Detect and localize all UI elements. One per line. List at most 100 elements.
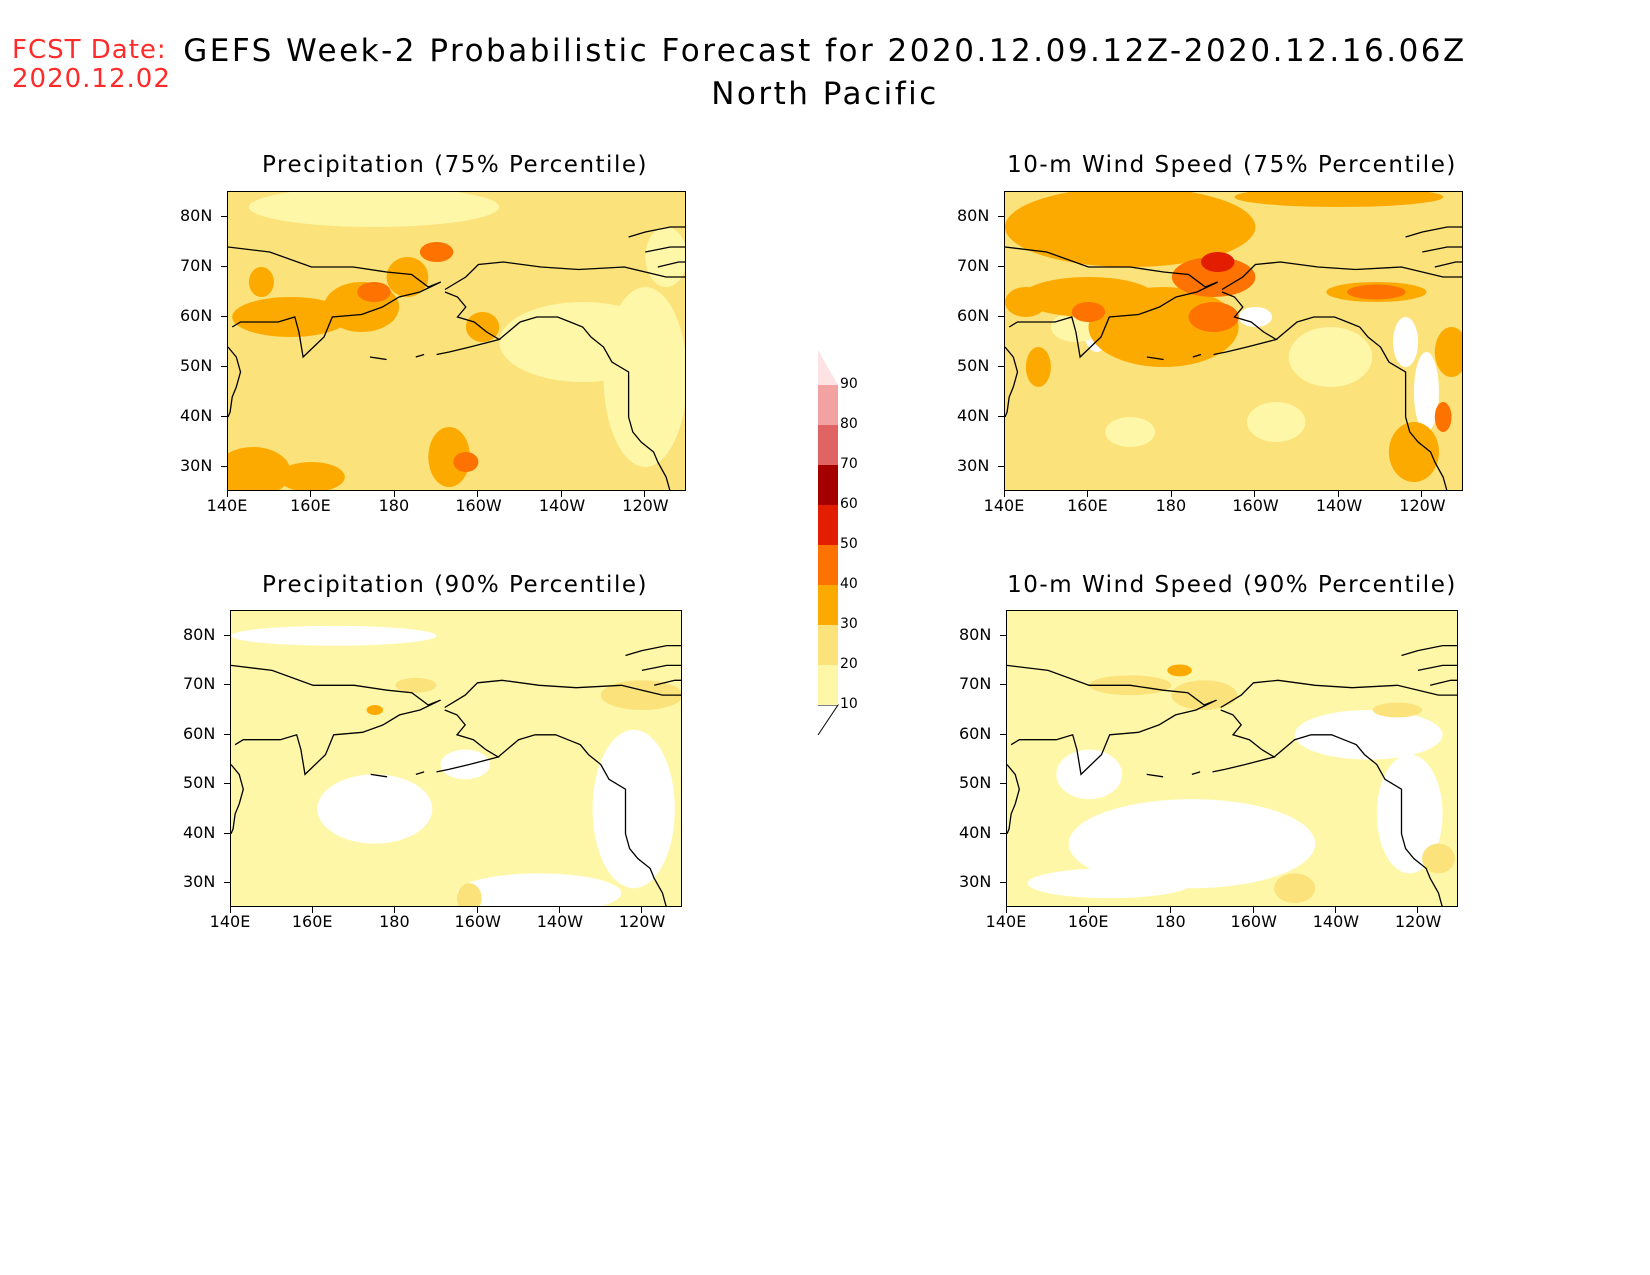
lon-tick-label: 160W — [455, 496, 502, 515]
coastline — [1434, 261, 1462, 268]
map-panel-wind-75 — [1004, 191, 1463, 491]
contour-region-white — [440, 749, 490, 780]
map-graphic — [1007, 611, 1457, 906]
contour-region-white — [1294, 710, 1443, 760]
lon-tick-mark — [1252, 907, 1254, 913]
contour-region-white — [1238, 307, 1273, 327]
lon-tick-mark — [394, 907, 396, 913]
coastline — [1221, 261, 1462, 291]
lat-tick-label: 80N — [957, 206, 990, 225]
panel-title: 10-m Wind Speed (90% Percentile) — [1007, 572, 1457, 598]
forecast-date-block: FCST Date: 2020.12.02 — [12, 36, 171, 94]
panel-title: 10-m Wind Speed (75% Percentile) — [1007, 152, 1457, 178]
colorbar-swatch — [818, 385, 838, 425]
lat-tick-mark — [998, 416, 1004, 417]
contour-region-white — [1027, 868, 1192, 899]
colorbar-swatch — [818, 425, 838, 465]
lat-tick-mark — [224, 882, 230, 884]
lon-tick-label: 120W — [1399, 496, 1446, 515]
lon-tick-mark — [227, 491, 228, 497]
contour-region-l4 — [1171, 257, 1256, 297]
contour-region-l3 — [1388, 422, 1439, 482]
lon-tick-label: 160W — [1230, 912, 1277, 931]
lon-tick-mark — [1337, 491, 1339, 497]
contour-region-l4 — [1434, 402, 1452, 432]
lat-tick-mark — [221, 316, 227, 317]
lon-tick-label: 180 — [378, 496, 410, 515]
lon-tick-label: 120W — [622, 496, 669, 515]
coastline — [1220, 679, 1457, 709]
lat-tick-mark — [998, 366, 1004, 367]
coastline — [436, 291, 501, 356]
contour-region-l1 — [1105, 417, 1156, 447]
lon-tick-mark — [640, 907, 642, 913]
colorbar-swatch — [818, 585, 838, 625]
lon-tick-mark — [1087, 491, 1089, 497]
lat-tick-label: 60N — [180, 306, 213, 325]
coastline — [1401, 644, 1457, 657]
coastline — [1192, 353, 1202, 358]
lat-tick-mark — [221, 416, 227, 417]
colorbar-label: 90 — [840, 376, 858, 392]
coastline — [1405, 226, 1462, 238]
lat-tick-label: 30N — [959, 872, 992, 892]
lon-tick-mark — [1170, 907, 1172, 913]
lon-tick-label: 140W — [536, 912, 584, 931]
lon-tick-label: 160W — [454, 912, 501, 931]
map-panel-precip-75 — [227, 191, 686, 491]
panel-title: Precipitation (75% Percentile) — [262, 152, 648, 178]
coastline — [657, 261, 685, 268]
lat-tick-label: 50N — [183, 773, 216, 793]
lon-tick-label: 140W — [538, 496, 586, 515]
lon-tick-mark — [1004, 491, 1005, 497]
map-graphic — [228, 192, 685, 490]
contour-region-l4 — [1188, 302, 1239, 332]
lon-tick-label: 140E — [983, 496, 1025, 515]
contour-region-l2 — [1372, 702, 1423, 718]
coastline — [625, 644, 681, 657]
coastline — [415, 353, 425, 358]
coastline — [1430, 679, 1457, 686]
lat-tick-label: 70N — [959, 674, 992, 694]
contour-region-l3 — [465, 312, 500, 342]
lat-tick-mark — [1000, 733, 1006, 735]
contour-region-l4 — [419, 242, 454, 262]
lat-tick-label: 30N — [183, 872, 216, 892]
lat-tick-label: 50N — [180, 356, 213, 375]
colorbar-graphic — [817, 350, 839, 736]
contour-region-l4 — [1071, 302, 1106, 322]
figure-title: GEFS Week-2 Probabilistic Forecast for 2… — [183, 33, 1467, 69]
lat-tick-label: 30N — [957, 456, 990, 475]
contour-region-l2 — [1274, 873, 1316, 904]
lat-tick-label: 70N — [183, 674, 216, 694]
contour-region-white — [1056, 749, 1123, 800]
coastline — [1007, 764, 1020, 835]
contour-region-l2 — [457, 883, 482, 906]
lat-tick-label: 30N — [180, 456, 213, 475]
contour-region-l3 — [1434, 327, 1462, 377]
contour-region-l3 — [1005, 192, 1256, 267]
lon-tick-label: 140W — [1312, 912, 1360, 931]
contour-region-l4 — [357, 282, 391, 302]
lon-tick-mark — [1170, 491, 1172, 497]
contour-region-l3 — [1234, 192, 1444, 207]
lon-tick-label: 180 — [1155, 912, 1186, 931]
contour-region-white — [1393, 317, 1419, 367]
contour-region-l3 — [386, 257, 429, 297]
lon-tick-mark — [310, 491, 312, 497]
coastline — [1273, 734, 1443, 906]
coastline — [645, 246, 685, 253]
lat-tick-mark — [1000, 783, 1006, 785]
contour-region-l3 — [228, 447, 291, 490]
lat-tick-label: 40N — [957, 406, 990, 425]
lon-tick-mark — [312, 907, 314, 913]
colorbar-swatch — [818, 505, 838, 545]
lat-tick-label: 40N — [959, 822, 992, 842]
contour-region-l2 — [600, 680, 681, 710]
coastline — [1212, 709, 1276, 773]
lon-tick-mark — [230, 907, 231, 913]
colorbar-top-cap — [818, 350, 838, 385]
lon-tick-label: 120W — [618, 912, 666, 931]
lon-tick-label: 160E — [1067, 496, 1108, 515]
contour-region-l1 — [1288, 327, 1373, 387]
